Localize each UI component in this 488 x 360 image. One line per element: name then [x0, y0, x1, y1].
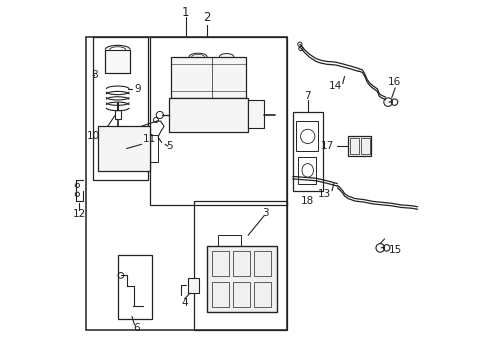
- Text: 9: 9: [134, 84, 141, 94]
- Text: 7: 7: [304, 91, 310, 101]
- Bar: [212, 282, 229, 307]
- Ellipse shape: [219, 54, 233, 60]
- Bar: [149, 37, 287, 205]
- Text: 15: 15: [387, 245, 401, 255]
- Text: 17: 17: [321, 141, 334, 151]
- Bar: [349, 138, 358, 154]
- Text: 3: 3: [262, 208, 269, 218]
- Text: 6: 6: [133, 323, 139, 333]
- Text: 14: 14: [328, 81, 341, 91]
- Bar: [85, 37, 287, 330]
- Bar: [347, 136, 370, 156]
- Bar: [298, 157, 315, 184]
- Bar: [233, 251, 250, 276]
- Bar: [149, 135, 157, 162]
- Bar: [206, 246, 276, 312]
- Ellipse shape: [189, 53, 206, 60]
- Bar: [171, 57, 246, 98]
- Bar: [296, 121, 317, 152]
- Text: 16: 16: [387, 77, 400, 87]
- Text: 11: 11: [142, 134, 156, 144]
- Text: 13: 13: [317, 189, 330, 199]
- Text: 12: 12: [72, 209, 85, 219]
- Text: 4: 4: [182, 297, 188, 307]
- Bar: [233, 282, 250, 307]
- Bar: [253, 251, 270, 276]
- Bar: [169, 98, 247, 132]
- Bar: [105, 50, 130, 73]
- Text: 5: 5: [166, 141, 172, 151]
- Text: 8: 8: [91, 69, 97, 80]
- Bar: [212, 251, 229, 276]
- Text: 10: 10: [86, 131, 100, 141]
- Bar: [115, 111, 121, 119]
- Bar: [93, 37, 148, 180]
- Bar: [194, 202, 287, 330]
- Bar: [247, 100, 264, 128]
- Bar: [253, 282, 270, 307]
- Bar: [118, 255, 151, 319]
- Bar: [360, 138, 369, 154]
- Bar: [188, 278, 198, 293]
- Text: 2: 2: [203, 11, 210, 24]
- Bar: [98, 126, 149, 171]
- Text: 18: 18: [301, 197, 314, 206]
- Bar: [217, 235, 241, 246]
- Text: 1: 1: [182, 6, 189, 19]
- Bar: [292, 112, 323, 191]
